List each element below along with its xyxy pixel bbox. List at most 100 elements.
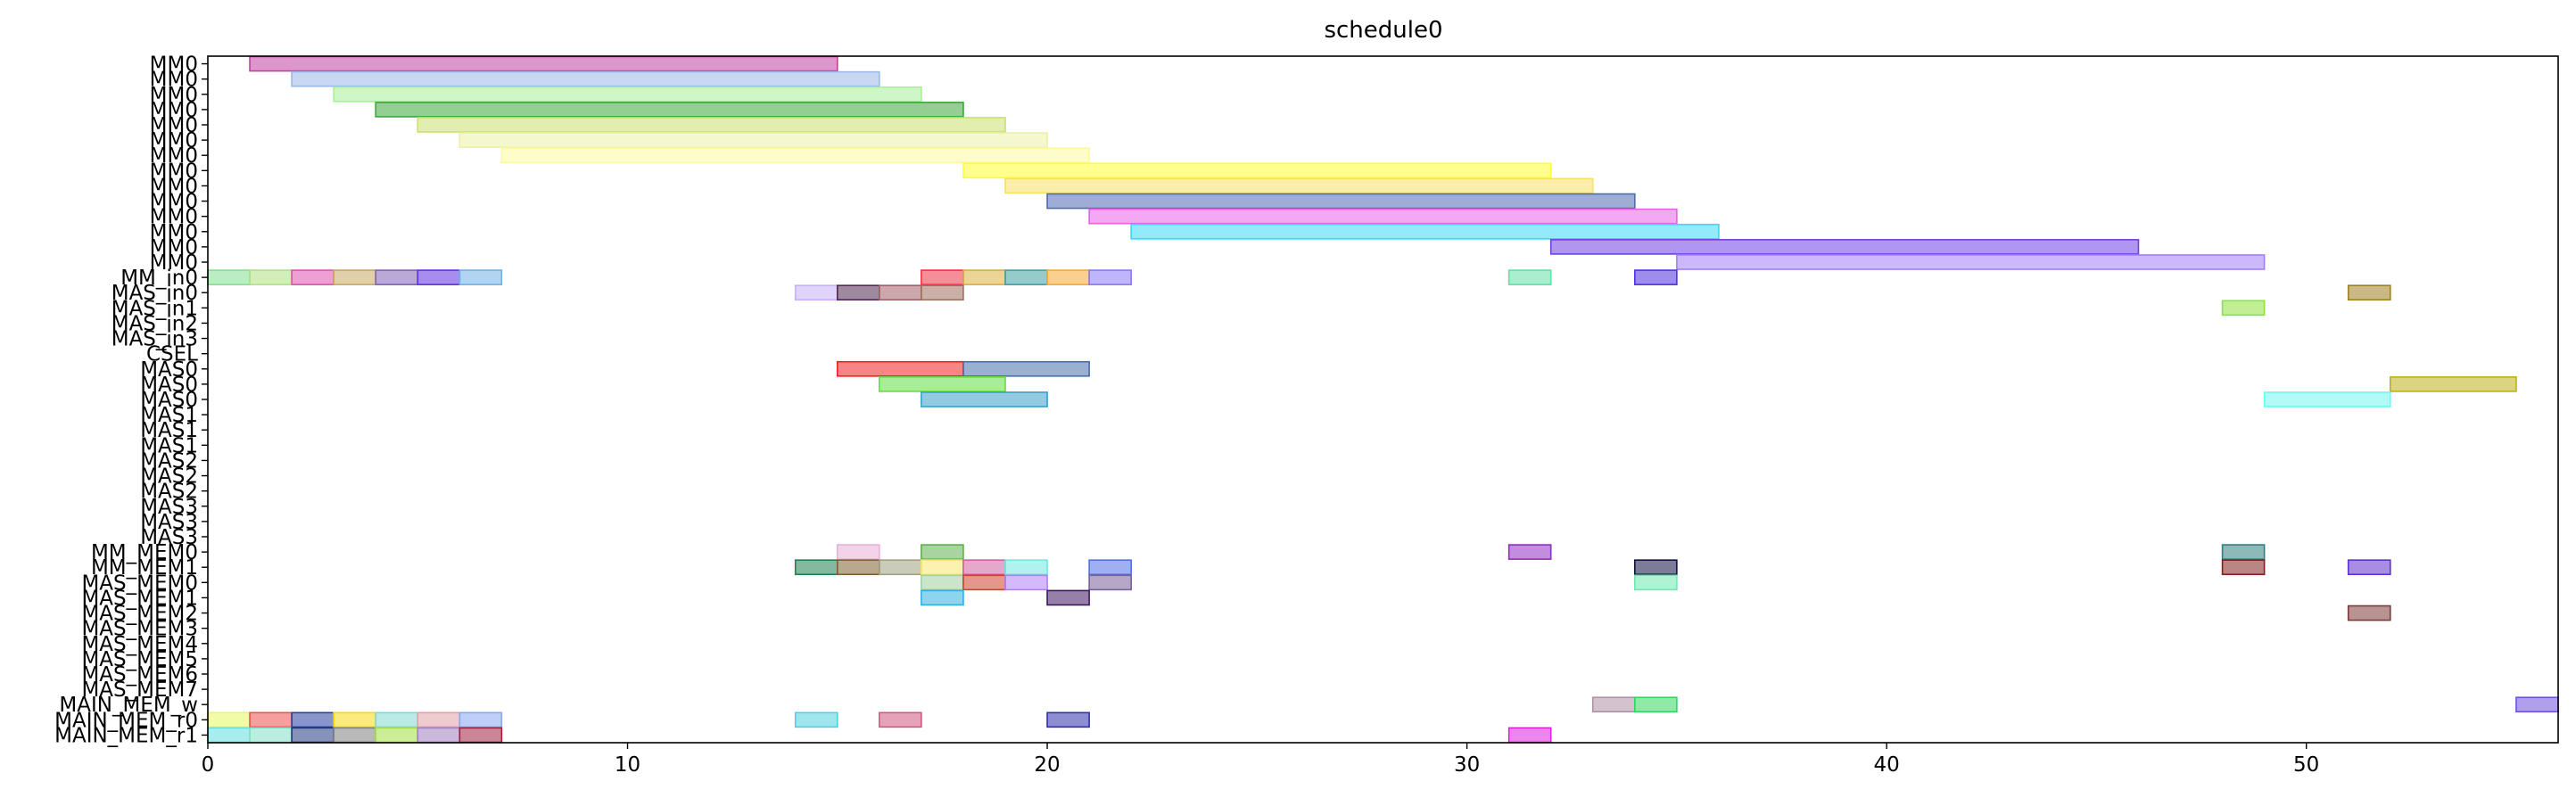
- task-bar-4: [417, 117, 1006, 133]
- task-bar-78: [333, 727, 377, 744]
- y-tick-label: MAS1: [140, 419, 198, 442]
- task-bar-57: [1088, 574, 1132, 591]
- task-bar-37: [2389, 376, 2517, 392]
- y-tick-label: MM0: [150, 84, 198, 107]
- y-tick-label: MM0: [150, 206, 198, 229]
- task-bar-44: [794, 559, 838, 576]
- task-bar-79: [375, 727, 419, 744]
- y-tick-label: MM0: [150, 99, 198, 122]
- x-tick-label: 40: [1874, 753, 1900, 777]
- y-tick-label: MAS_MEM2: [81, 603, 198, 626]
- task-bar-74: [1046, 711, 1090, 728]
- task-bar-64: [2515, 696, 2559, 713]
- task-bars: [207, 55, 2559, 744]
- task-bar-26: [1507, 269, 1552, 285]
- task-bar-7: [962, 162, 1552, 179]
- y-tick-label: MM0: [150, 221, 198, 244]
- y-tick-label: MAS3: [140, 496, 198, 519]
- task-bar-55: [962, 574, 1006, 591]
- x-tick-label: 50: [2293, 753, 2319, 777]
- task-bar-23: [1004, 269, 1048, 285]
- task-bar-11: [1130, 223, 1720, 240]
- y-tick-label: MAS2: [140, 449, 198, 473]
- task-bar-46: [879, 559, 922, 576]
- task-bar-28: [794, 284, 838, 301]
- y-tick-label: MM0: [150, 175, 198, 198]
- task-bar-69: [375, 711, 419, 728]
- y-tick-label: MM0: [150, 69, 198, 92]
- task-bar-53: [2347, 559, 2391, 576]
- y-tick-label: MM0: [150, 251, 198, 275]
- task-bar-68: [333, 711, 377, 728]
- task-bar-81: [458, 727, 503, 744]
- task-bar-67: [291, 711, 334, 728]
- y-tick-label: MM_MEM0: [91, 541, 198, 564]
- y-tick-label: MAS_MEM7: [81, 679, 198, 702]
- y-tick-label: MAIN_MEM_r0: [54, 709, 198, 732]
- task-bar-77: [291, 727, 334, 744]
- y-tick-label: MAS_MEM6: [81, 663, 198, 687]
- task-bar-43: [2221, 544, 2266, 560]
- task-bar-36: [879, 376, 1006, 392]
- task-bar-42: [1507, 544, 1552, 560]
- y-tick-label: MAS2: [140, 481, 198, 504]
- task-bar-20: [458, 269, 503, 285]
- task-bar-2: [333, 86, 922, 103]
- task-bar-31: [921, 284, 964, 301]
- x-tick-label: 30: [1454, 753, 1480, 777]
- task-bar-56: [1004, 574, 1048, 591]
- task-bar-10: [1088, 208, 1678, 225]
- y-tick-label: CSEL: [146, 343, 198, 366]
- x-tick-label: 0: [202, 753, 215, 777]
- y-tick-label: MAS1: [140, 434, 198, 457]
- y-tick-label: MAS_MEM5: [81, 648, 198, 671]
- y-tick-label: MM0: [150, 129, 198, 152]
- y-tick-label: MM0: [150, 191, 198, 214]
- x-axis: 0 10 20 30 40 50: [202, 743, 2319, 777]
- task-bar-5: [458, 132, 1048, 148]
- task-bar-61: [2347, 604, 2391, 621]
- y-tick-label: MAS1: [140, 404, 198, 427]
- y-tick-label: MAS2: [140, 465, 198, 489]
- task-bar-21: [921, 269, 964, 285]
- task-bar-19: [417, 269, 461, 285]
- y-tick-label: MM0: [150, 236, 198, 259]
- y-tick-label: MAIN_MEM_r1: [54, 724, 198, 747]
- y-tick-label: MM0: [150, 53, 198, 77]
- task-bar-16: [291, 269, 334, 285]
- task-bar-27: [1634, 269, 1678, 285]
- task-bar-3: [375, 102, 964, 118]
- task-bar-0: [249, 55, 838, 72]
- task-bar-30: [879, 284, 922, 301]
- chart-title: schedule0: [1324, 17, 1442, 44]
- y-tick-label: MAS_MEM0: [81, 572, 198, 595]
- task-bar-65: [207, 711, 251, 728]
- task-bar-22: [962, 269, 1006, 285]
- task-bar-18: [375, 269, 419, 285]
- y-axis: MM0MM0MM0MM0MM0MM0MM0MM0MM0MM0MM0MM0MM0M…: [54, 53, 208, 747]
- task-bar-25: [1088, 269, 1132, 285]
- y-tick-label: MM0: [150, 160, 198, 183]
- y-tick-label: MAIN_MEM_w: [59, 694, 198, 717]
- task-bar-38: [921, 391, 1048, 407]
- task-bar-71: [458, 711, 503, 728]
- y-tick-label: MAS0: [140, 389, 198, 412]
- task-bar-14: [207, 269, 251, 285]
- task-bar-17: [333, 269, 377, 285]
- y-tick-label: MAS_in0: [111, 282, 198, 305]
- y-tick-label: MAS_in2: [111, 312, 198, 335]
- y-tick-label: MAS_in3: [111, 328, 198, 351]
- task-bar-40: [837, 544, 880, 560]
- task-bar-41: [921, 544, 964, 560]
- task-bar-66: [249, 711, 293, 728]
- task-bar-33: [2221, 300, 2266, 317]
- task-bar-58: [1634, 574, 1678, 591]
- task-bar-82: [1507, 727, 1552, 744]
- task-bar-29: [837, 284, 880, 301]
- task-bar-35: [962, 360, 1090, 377]
- task-bar-39: [2263, 391, 2391, 407]
- task-bar-8: [1004, 177, 1594, 194]
- task-bar-12: [1549, 239, 2140, 255]
